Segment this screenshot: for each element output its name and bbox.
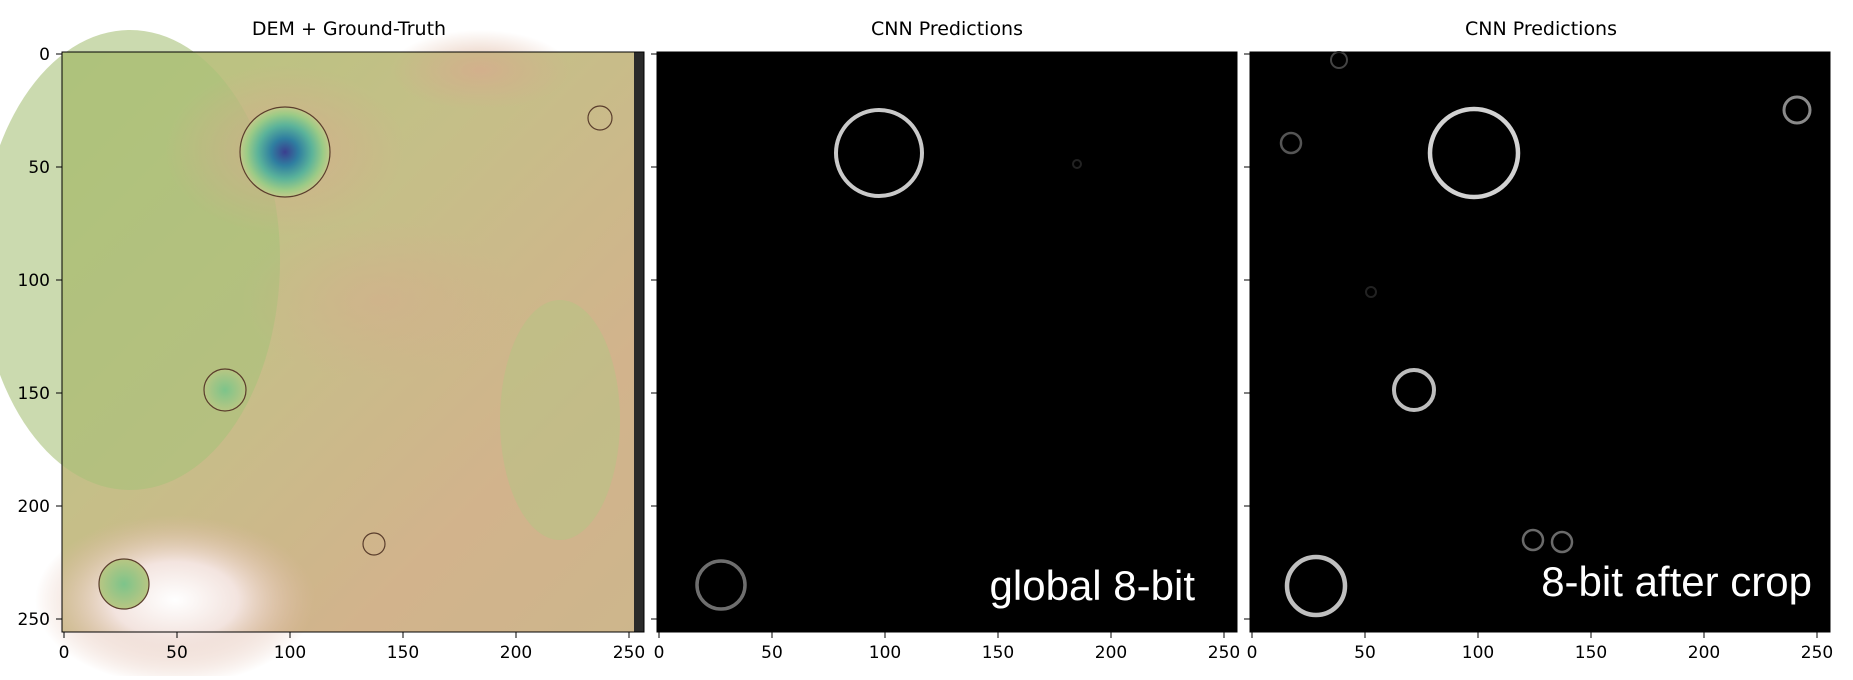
predicted-crater-ring bbox=[1072, 159, 1082, 169]
predicted-crater-ring bbox=[1427, 106, 1521, 200]
prediction-global-image bbox=[657, 52, 1237, 632]
x-tick-label: 250 bbox=[613, 643, 645, 663]
x-tick-label: 100 bbox=[869, 643, 901, 663]
panel-prediction-global: CNN Predictions global 8-bit 0 50 100 15… bbox=[651, 18, 1240, 663]
y-tick-label: 200 bbox=[18, 497, 50, 517]
x-tick-label: 50 bbox=[761, 643, 783, 663]
dem-y-axis: 0 50 100 150 200 250 bbox=[18, 45, 62, 630]
x-tick-label: 100 bbox=[274, 643, 306, 663]
x-tick-label: 200 bbox=[500, 643, 532, 663]
panel-prediction-global-title: CNN Predictions bbox=[871, 18, 1023, 40]
x-tick-label: 200 bbox=[1688, 643, 1720, 663]
ground-truth-crater-ring bbox=[203, 368, 247, 412]
x-tick-label: 250 bbox=[1801, 643, 1833, 663]
prediction-global-x-axis: 0 50 100 150 200 250 bbox=[654, 632, 1240, 663]
x-tick-label: 50 bbox=[1354, 643, 1376, 663]
panel-dem: DEM + Ground-Truth bbox=[0, 18, 645, 680]
x-tick-label: 150 bbox=[387, 643, 419, 663]
prediction-global-frame bbox=[656, 51, 1238, 633]
y-tick-label: 50 bbox=[28, 158, 50, 178]
x-tick-label: 0 bbox=[59, 643, 70, 663]
prediction-crop-image bbox=[1250, 52, 1830, 632]
predicted-crater-ring bbox=[1521, 528, 1545, 552]
ground-truth-crater-ring bbox=[587, 105, 613, 131]
predicted-crater-ring bbox=[1782, 95, 1812, 125]
ground-truth-crater-ring bbox=[239, 106, 331, 198]
x-tick-label: 0 bbox=[654, 643, 665, 663]
predicted-crater-ring bbox=[1279, 131, 1303, 155]
overlay-label-global: global 8-bit bbox=[990, 562, 1196, 609]
x-tick-label: 50 bbox=[166, 643, 188, 663]
predicted-crater-ring bbox=[695, 559, 747, 611]
x-tick-label: 100 bbox=[1462, 643, 1494, 663]
predicted-crater-ring bbox=[1392, 368, 1436, 412]
y-tick-label: 150 bbox=[18, 384, 50, 404]
overlay-label-crop: 8-bit after crop bbox=[1541, 558, 1812, 605]
panel-prediction-crop-title: CNN Predictions bbox=[1465, 18, 1617, 40]
prediction-crop-frame bbox=[1249, 51, 1831, 633]
predicted-crater-ring bbox=[1284, 554, 1348, 618]
x-tick-label: 0 bbox=[1247, 643, 1258, 663]
ground-truth-crater-ring bbox=[362, 532, 386, 556]
panel-prediction-crop: CNN Predictions 8-bit after crop 0 bbox=[1244, 18, 1833, 663]
dem-x-axis: 0 50 100 150 200 250 bbox=[59, 632, 645, 663]
y-tick-label: 250 bbox=[18, 610, 50, 630]
panel-dem-title: DEM + Ground-Truth bbox=[252, 18, 446, 40]
prediction-crop-x-axis: 0 50 100 150 200 250 bbox=[1247, 632, 1833, 663]
x-tick-label: 200 bbox=[1095, 643, 1127, 663]
ground-truth-crater-ring bbox=[98, 558, 150, 610]
x-tick-label: 150 bbox=[982, 643, 1014, 663]
y-tick-label: 0 bbox=[39, 45, 50, 65]
x-tick-label: 150 bbox=[1575, 643, 1607, 663]
predicted-crater-ring bbox=[834, 108, 924, 198]
dem-image bbox=[0, 30, 644, 680]
predicted-crater-ring bbox=[1550, 530, 1574, 554]
x-tick-label: 250 bbox=[1208, 643, 1240, 663]
dem-axes-frame bbox=[61, 51, 645, 633]
y-tick-label: 100 bbox=[18, 271, 50, 291]
predicted-crater-ring bbox=[1365, 286, 1377, 298]
